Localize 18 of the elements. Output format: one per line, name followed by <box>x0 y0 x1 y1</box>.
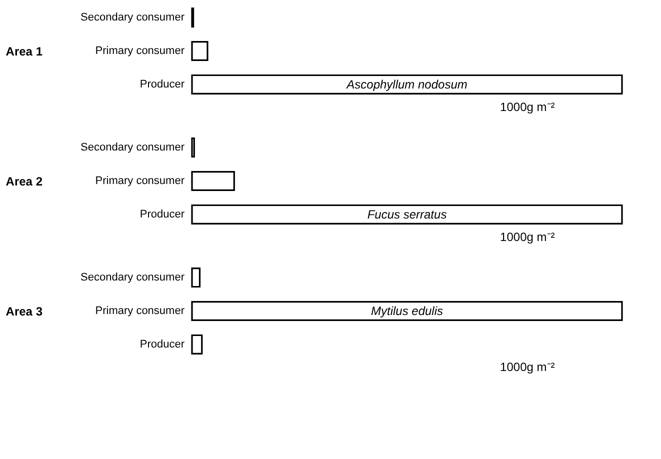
y-axis-title: Area 3 <box>6 304 43 318</box>
y-tick-label: Primary consumer <box>95 175 185 187</box>
y-tick-label: Secondary consumer <box>80 272 185 284</box>
y-tick-label: Primary consumer <box>95 305 185 317</box>
y-tick-label: Producer <box>140 208 185 220</box>
annotation: Fucus serratus <box>367 207 447 222</box>
y-tick-label: Producer <box>140 78 185 90</box>
y-axis-title: Area 1 <box>6 44 43 58</box>
y-tick-label: Producer <box>140 338 185 350</box>
annotation: Mytilus edulis <box>370 304 444 318</box>
y-tick-label: Secondary consumer <box>80 12 185 24</box>
y-axis-title: Area 2 <box>6 174 43 188</box>
annotation: 1000g m⁻² <box>500 230 555 244</box>
annotation: 1000g m⁻² <box>500 360 555 374</box>
annotation: 1000g m⁻² <box>500 100 555 114</box>
annotation: Ascophyllum nodosum <box>346 77 468 92</box>
y-tick-label: Secondary consumer <box>80 142 185 154</box>
y-tick-label: Primary consumer <box>95 45 185 57</box>
